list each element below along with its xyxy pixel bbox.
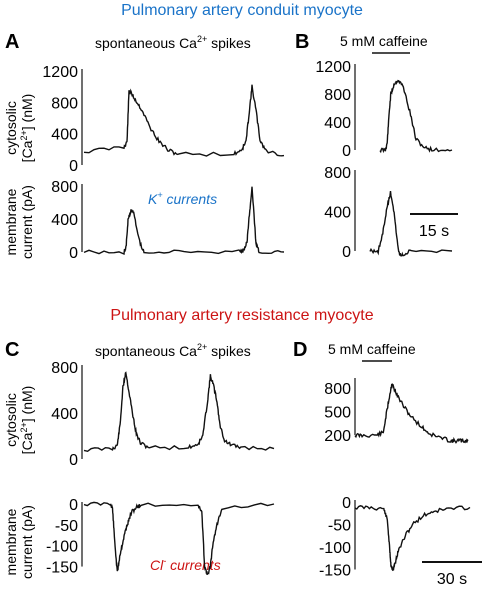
A-k-ytick-0: 0 <box>69 245 78 262</box>
B-k-ytick-2: 800 <box>324 165 351 182</box>
C-ca-trace <box>83 371 275 453</box>
panel-label-a: A <box>5 31 19 53</box>
B-k-ytick-0: 0 <box>342 244 351 261</box>
B-ca-ytick-3: 1200 <box>315 59 351 76</box>
subtitle-b: 5 mM caffeine <box>340 33 428 49</box>
subtitle-c-main: spontaneous Ca <box>95 343 197 359</box>
A-k-trace <box>83 186 285 256</box>
A-ca-ytick-3: 1200 <box>42 64 78 81</box>
ylabel-a-sup: 2+ <box>19 130 29 140</box>
subtitle-a-sup: 2+ <box>197 34 207 44</box>
ylabel-a-mem-1: membrane <box>3 188 19 255</box>
k-currents-label: K+ currents <box>148 190 217 207</box>
D-cl-ytick-2: -100 <box>319 540 351 557</box>
subtitle-a-main: spontaneous Ca <box>95 35 197 51</box>
ylabel-c-sup: 2+ <box>19 422 29 432</box>
bottom-section-title: Pulmonary artery resistance myocyte <box>110 307 373 324</box>
C-cl-ytick-0: 0 <box>69 497 78 514</box>
subtitle-c-sup: 2+ <box>197 342 207 352</box>
ylabel-c-cyto: cytosolic [Ca2+] (nM) <box>3 386 35 455</box>
B-k-ytick-1: 400 <box>324 205 351 222</box>
subtitle-a: spontaneous Ca2+ spikes <box>95 34 251 51</box>
C-ca-ytick-0: 0 <box>69 452 78 469</box>
C-ca-ytick-1: 400 <box>51 406 78 423</box>
subtitle-d: 5 mM caffeine <box>328 341 416 357</box>
D-cl-ytick-0: 0 <box>342 495 351 512</box>
cl-tail: currents <box>166 557 220 573</box>
D-ca-ytick-1: 500 <box>324 405 351 422</box>
k-sup: + <box>157 190 162 200</box>
C-cl-ytick-3: -150 <box>46 560 78 577</box>
ylabel-a-cyto-2: [Ca2+] (nM) <box>19 94 35 163</box>
ylabel-a-pre: [Ca <box>19 140 35 162</box>
A-k-ytick-1: 400 <box>51 212 78 229</box>
panel-label-c: C <box>5 339 19 361</box>
panel-label-b: B <box>295 31 309 53</box>
C-cl-ytick-1: -50 <box>55 518 78 535</box>
ylabel-c-membrane: membrane current (pA) <box>3 505 35 579</box>
A-k-ytick-2: 800 <box>51 179 78 196</box>
A-ca-ytick-0: 0 <box>69 158 78 175</box>
D-cl-ytick-3: -150 <box>319 563 351 580</box>
B-ca-ytick-0: 0 <box>342 143 351 160</box>
A-ca-ytick-2: 800 <box>51 95 78 112</box>
scale-label-b: 15 s <box>419 223 449 240</box>
ylabel-c-cyto-2: [Ca2+] (nM) <box>19 386 35 455</box>
ylabel-c-post: ] (nM) <box>19 386 35 423</box>
cl-sup: - <box>163 556 166 566</box>
ylabel-a-mem-2: current (pA) <box>19 185 35 259</box>
cl-currents-label: Cl- currents <box>150 556 221 573</box>
ylabel-a-cyto-1: cytosolic <box>3 101 19 155</box>
subtitle-a-tail: spikes <box>207 35 251 51</box>
B-k-trace <box>369 191 453 257</box>
B-ca-ytick-1: 400 <box>324 115 351 132</box>
plots-layer: 0 400 800 1200 0 400 800 0 400 800 1200 0 400 800 0 400… <box>42 59 471 580</box>
C-cl-ytick-2: -100 <box>46 539 78 556</box>
D-cl-trace <box>354 505 471 572</box>
ylabel-a-cyto: cytosolic [Ca2+] (nM) <box>3 94 35 163</box>
A-ca-trace <box>83 84 285 157</box>
ylabel-c-pre: [Ca <box>19 432 35 454</box>
top-section-title: Pulmonary artery conduit myocyte <box>121 2 363 19</box>
C-cl-trace <box>83 501 275 576</box>
ylabel-c-cyto-1: cytosolic <box>3 393 19 447</box>
B-ca-ytick-2: 800 <box>324 87 351 104</box>
C-ca-ytick-2: 800 <box>51 360 78 377</box>
k-main: K <box>148 191 158 207</box>
B-ca-trace <box>379 79 453 154</box>
ylabel-a-membrane: membrane current (pA) <box>3 185 35 259</box>
D-ca-trace <box>354 383 469 444</box>
subtitle-c: spontaneous Ca2+ spikes <box>95 342 251 359</box>
k-tail: currents <box>163 191 217 207</box>
D-ca-ytick-2: 800 <box>324 381 351 398</box>
ylabel-c-mem-2: current (pA) <box>19 505 35 579</box>
cl-main: Cl <box>150 557 164 573</box>
scale-label-d: 30 s <box>437 571 467 588</box>
D-ca-ytick-0: 200 <box>324 428 351 445</box>
A-ca-ytick-1: 400 <box>51 127 78 144</box>
ylabel-a-post: ] (nM) <box>19 94 35 131</box>
panel-label-d: D <box>293 339 307 361</box>
D-cl-ytick-1: -50 <box>328 518 351 535</box>
subtitle-c-tail: spikes <box>207 343 251 359</box>
ylabel-c-mem-1: membrane <box>3 508 19 575</box>
